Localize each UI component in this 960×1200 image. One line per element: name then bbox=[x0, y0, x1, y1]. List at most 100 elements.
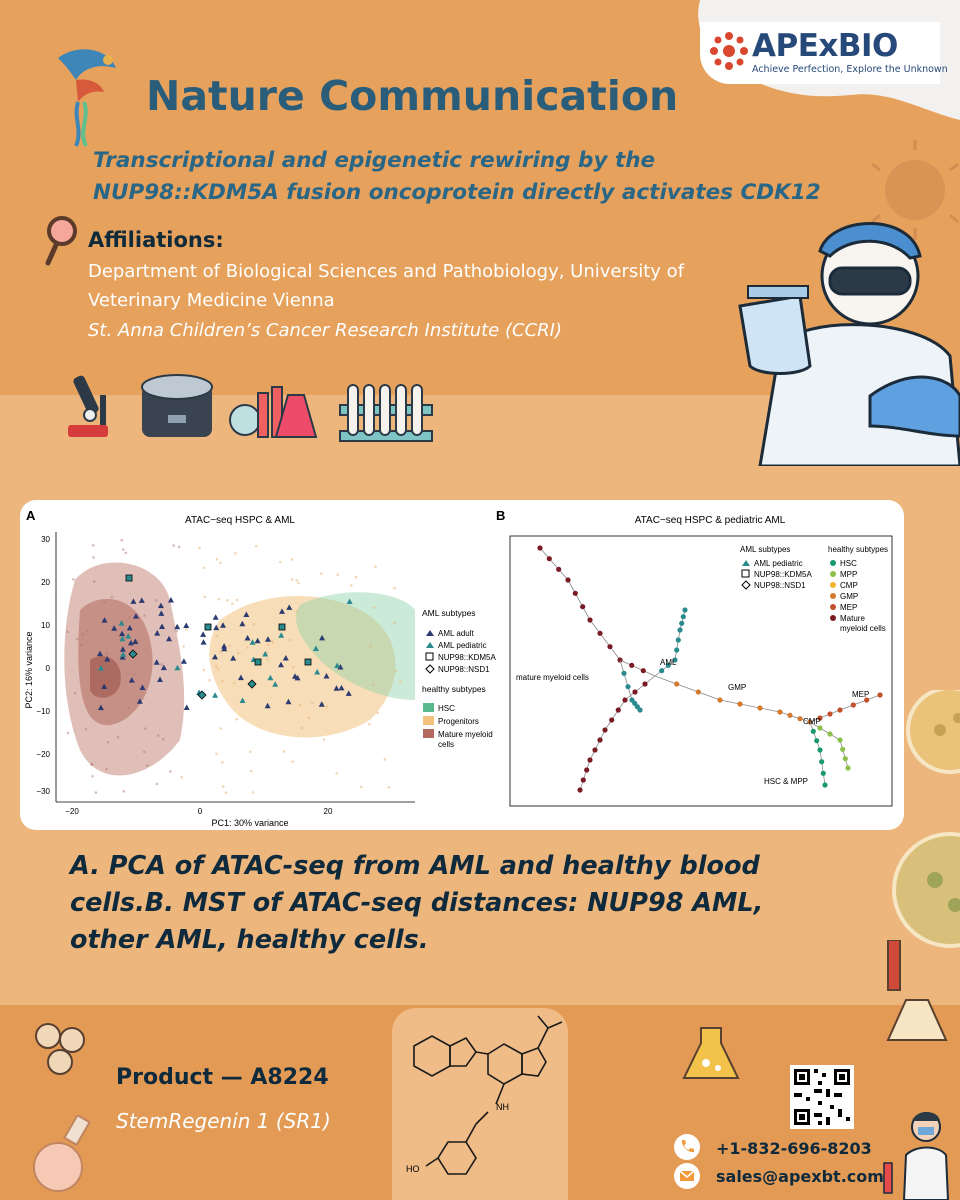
email-address[interactable]: sales@apexbt.com bbox=[716, 1167, 884, 1186]
tree-node bbox=[827, 731, 833, 737]
background-point bbox=[66, 630, 69, 633]
legend-entry: NUP98::KDM5A bbox=[438, 653, 496, 662]
background-point bbox=[291, 760, 295, 763]
aml-point bbox=[267, 674, 274, 681]
background-point bbox=[185, 628, 188, 631]
petri-dish-decoration bbox=[892, 690, 960, 948]
background-point bbox=[221, 679, 224, 683]
chem-label: NH bbox=[496, 1102, 509, 1112]
background-point bbox=[234, 552, 237, 555]
background-point bbox=[216, 667, 220, 671]
aml-point bbox=[333, 685, 340, 691]
legend-entry: cells bbox=[438, 740, 454, 749]
background-point bbox=[307, 716, 311, 720]
flasks-icon bbox=[229, 386, 318, 438]
affiliation-line: Veterinary Medicine Vienna bbox=[88, 290, 335, 311]
tree-node bbox=[556, 566, 562, 572]
background-point bbox=[92, 556, 95, 559]
tree-node bbox=[850, 702, 856, 708]
qr-pattern bbox=[794, 1069, 850, 1125]
legend-entry: Mature bbox=[840, 614, 865, 623]
panel-b-branch-labels: AML mature myeloid cells GMP MEP CMP HSC… bbox=[516, 658, 869, 786]
aml-point bbox=[101, 683, 108, 689]
tree-node bbox=[777, 709, 783, 715]
aml-point bbox=[220, 622, 227, 628]
background-point bbox=[161, 737, 165, 741]
background-point bbox=[372, 606, 376, 609]
aml-point bbox=[239, 697, 246, 704]
background-point bbox=[221, 761, 224, 764]
background-point bbox=[203, 595, 206, 599]
background-point bbox=[73, 691, 77, 695]
branch-label: GMP bbox=[728, 683, 746, 692]
legend-entry: NUP98::NSD1 bbox=[754, 581, 806, 590]
aml-point bbox=[97, 704, 104, 711]
phone-icon bbox=[674, 1134, 700, 1160]
background-point bbox=[172, 544, 175, 547]
background-point bbox=[215, 557, 219, 561]
panel-a-label: A bbox=[26, 508, 36, 523]
background-point bbox=[224, 791, 228, 794]
aml-point bbox=[119, 635, 126, 642]
panel-a-axes bbox=[55, 532, 415, 803]
aml-point bbox=[183, 704, 190, 711]
background-point bbox=[182, 645, 185, 648]
background-point bbox=[103, 600, 107, 604]
tree-node bbox=[546, 556, 552, 562]
background-point bbox=[232, 681, 236, 685]
aml-point bbox=[244, 634, 251, 641]
aml-point bbox=[132, 638, 139, 645]
background-point bbox=[105, 767, 108, 771]
aml-point bbox=[212, 692, 219, 698]
background-point bbox=[226, 598, 229, 602]
aml-point bbox=[212, 614, 219, 620]
legend-entry: HSC bbox=[438, 704, 455, 713]
aml-point bbox=[279, 608, 286, 614]
lab-equipment-icons bbox=[68, 374, 433, 442]
figure-card: A ATAC−seq HSPC & AML 30 20 10 0 −10 −20 bbox=[20, 500, 904, 830]
legend-marker bbox=[830, 560, 836, 566]
tree-edge bbox=[654, 675, 811, 723]
aml-point bbox=[153, 659, 160, 665]
cells-icon bbox=[35, 1023, 85, 1075]
background-point bbox=[180, 775, 183, 779]
aml-point bbox=[264, 702, 271, 709]
background-point bbox=[394, 669, 398, 673]
panel-a-density-regions bbox=[64, 562, 415, 776]
chemical-structure: NH HO bbox=[406, 1015, 563, 1175]
background-point bbox=[72, 578, 75, 581]
aml-point bbox=[345, 690, 352, 696]
aml-point bbox=[334, 662, 341, 669]
tree-node bbox=[659, 668, 665, 674]
legend-marker bbox=[741, 569, 750, 578]
legend-marker bbox=[423, 729, 434, 738]
aml-point bbox=[264, 636, 271, 642]
tree-node bbox=[737, 701, 743, 707]
aml-point bbox=[138, 597, 145, 603]
caption-line: A. PCA of ATAC-seq from AML and healthy … bbox=[70, 851, 760, 881]
legend-entry: NUP98::NSD1 bbox=[438, 665, 490, 674]
background-point bbox=[354, 575, 358, 579]
background-point bbox=[169, 770, 172, 773]
tree-node bbox=[622, 697, 628, 703]
legend-entry: Progenitors bbox=[438, 717, 479, 726]
aml-point bbox=[249, 639, 256, 645]
article-title: Transcriptional and epigenetic rewiring … bbox=[93, 145, 893, 209]
aml-point bbox=[166, 635, 173, 642]
tree-node bbox=[637, 707, 643, 713]
background-point bbox=[322, 738, 326, 741]
aml-point bbox=[200, 639, 207, 645]
background-point bbox=[202, 668, 205, 672]
beaker-icon bbox=[682, 1027, 740, 1079]
tree-node bbox=[840, 746, 846, 752]
phone-number[interactable]: +1-832-696-8203 bbox=[716, 1139, 872, 1158]
kdm5a-point bbox=[304, 658, 312, 666]
affiliation-line: St. Anna Children’s Cancer Research Inst… bbox=[88, 320, 562, 341]
aml-point bbox=[221, 645, 228, 652]
background-point bbox=[124, 551, 128, 555]
background-point bbox=[368, 722, 371, 726]
panel-b-label: B bbox=[496, 508, 505, 523]
aml-point bbox=[230, 655, 237, 661]
background-point bbox=[288, 638, 292, 642]
background-point bbox=[94, 791, 98, 794]
